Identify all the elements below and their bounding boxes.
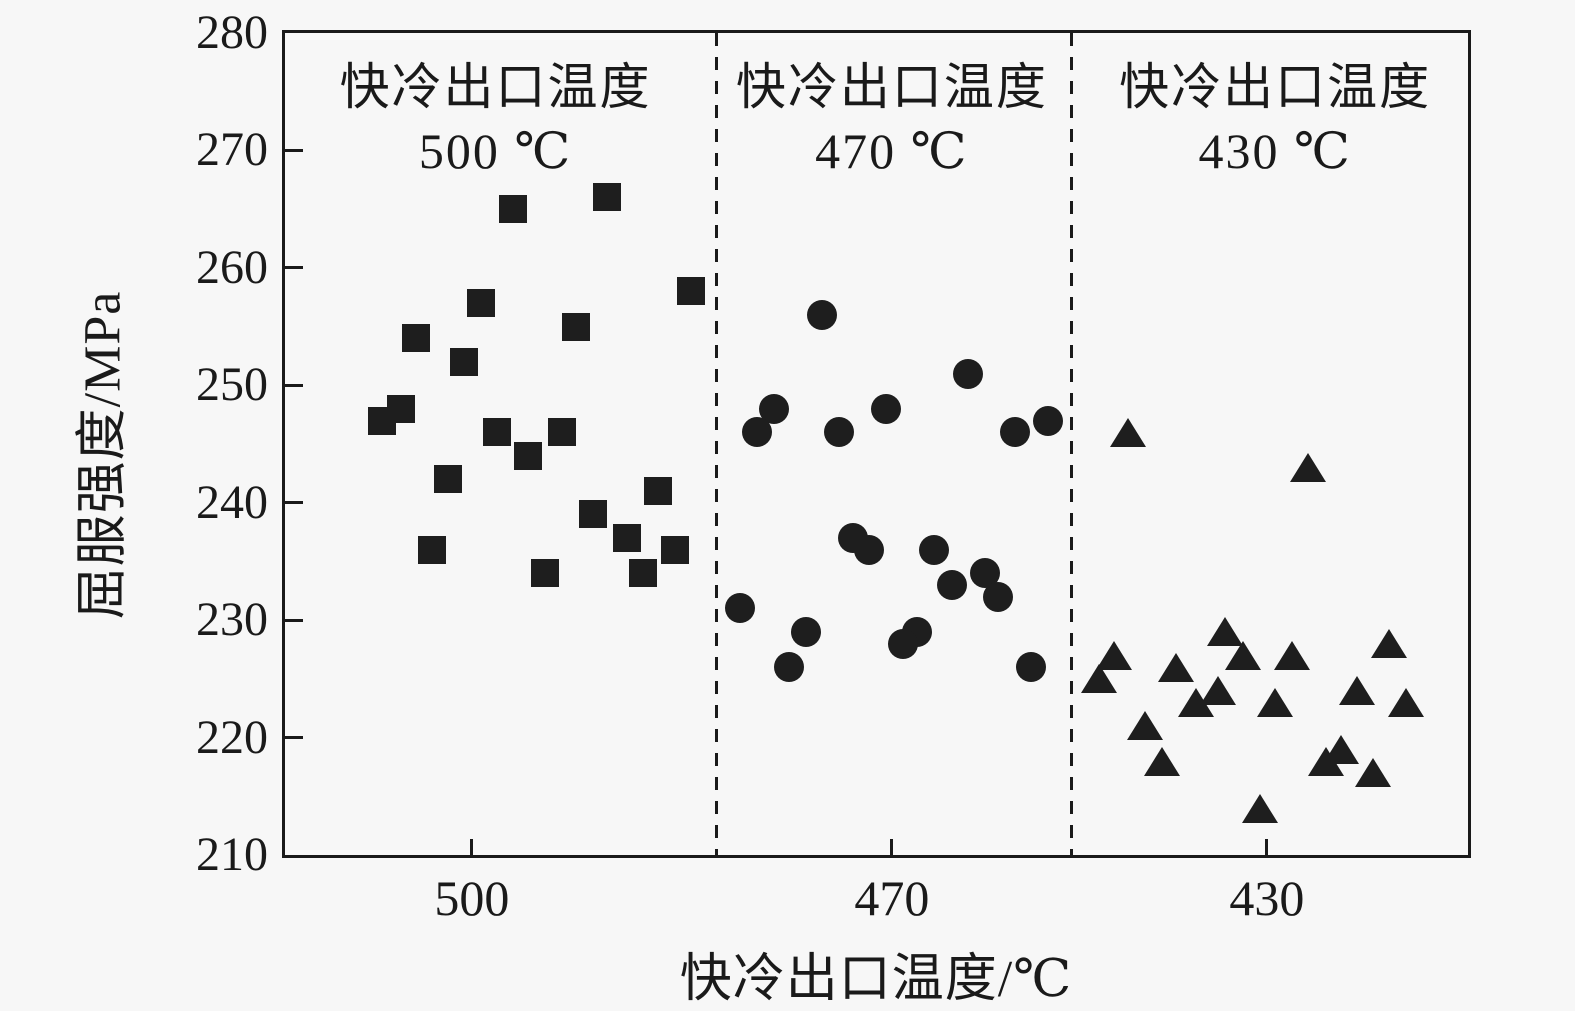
y-tick-mark	[285, 383, 303, 387]
data-point-square	[417, 535, 446, 564]
data-point-circle	[1016, 652, 1047, 683]
data-point-square	[402, 324, 431, 353]
data-point-triangle	[1338, 676, 1375, 706]
x-tick-label: 470	[854, 870, 930, 926]
y-tick-mark	[285, 148, 303, 152]
data-point-triangle	[1241, 793, 1278, 823]
data-point-square	[499, 195, 528, 224]
x-tick-mark	[470, 839, 474, 855]
data-point-triangle	[1355, 758, 1392, 788]
data-point-triangle	[1110, 417, 1147, 447]
region-title-line2: 470 ℃	[815, 123, 969, 179]
y-tick-label: 210	[196, 828, 268, 881]
data-point-triangle	[1290, 452, 1327, 482]
data-point-circle	[870, 393, 901, 424]
data-point-square	[434, 465, 463, 494]
data-point-circle	[937, 569, 968, 600]
data-point-triangle	[1225, 640, 1262, 670]
y-tick-mark	[285, 736, 303, 740]
data-point-triangle	[1143, 746, 1180, 776]
y-axis-title: 屈服强度/MPa	[74, 290, 132, 620]
region-title: 快冷出口温度 500 ℃	[340, 55, 652, 183]
region-title: 快冷出口温度 430 ℃	[1119, 55, 1431, 183]
data-point-triangle	[1308, 746, 1345, 776]
data-point-square	[482, 418, 511, 447]
y-tick-mark	[285, 266, 303, 270]
data-point-square	[661, 535, 690, 564]
y-tick-label: 250	[196, 358, 268, 412]
data-point-circle	[999, 417, 1030, 448]
data-point-circle	[854, 534, 885, 565]
data-point-square	[531, 559, 560, 588]
data-point-triangle	[1157, 652, 1194, 682]
y-tick-label: 220	[196, 710, 268, 764]
data-point-square	[629, 559, 658, 588]
data-point-circle	[742, 417, 773, 448]
region-divider	[1070, 33, 1074, 855]
data-point-triangle	[1273, 640, 1310, 670]
data-point-circle	[983, 581, 1014, 612]
region-title: 快冷出口温度 470 ℃	[736, 55, 1048, 183]
data-point-triangle	[1080, 664, 1117, 694]
data-point-square	[612, 523, 641, 552]
data-point-circle	[919, 534, 950, 565]
y-tick-label: 280	[196, 6, 268, 59]
data-point-triangle	[1257, 687, 1294, 717]
region-title-line2: 500 ℃	[418, 123, 573, 179]
region-title-line1: 快冷出口温度	[735, 59, 1048, 115]
data-point-triangle	[1177, 687, 1214, 717]
data-point-square	[676, 277, 705, 306]
data-point-circle	[952, 358, 983, 389]
data-point-circle	[823, 417, 854, 448]
y-tick-label: 260	[196, 240, 268, 294]
data-point-square	[643, 476, 672, 505]
data-point-triangle	[1388, 687, 1425, 717]
region-title-line1: 快冷出口温度	[1119, 59, 1432, 115]
x-tick-mark	[890, 839, 894, 855]
data-point-square	[513, 441, 542, 470]
data-point-square	[562, 312, 591, 341]
data-point-circle	[725, 593, 756, 624]
region-title-line2: 430 ℃	[1198, 123, 1352, 179]
data-point-circle	[790, 616, 821, 647]
data-point-circle	[773, 652, 804, 683]
plot-area: 快冷出口温度 500 ℃ 快冷出口温度 470 ℃ 快冷出口温度 430 ℃	[282, 30, 1471, 858]
data-point-square	[578, 500, 607, 529]
y-tick-label: 240	[196, 475, 268, 529]
data-point-square	[467, 289, 496, 318]
y-tick-mark	[285, 501, 303, 505]
data-point-circle	[887, 628, 918, 659]
x-axis-title: 快冷出口温度/℃	[679, 951, 1073, 1008]
y-tick-label: 270	[196, 123, 268, 177]
data-point-triangle	[1127, 711, 1164, 741]
data-point-square	[368, 406, 396, 435]
data-point-square	[592, 183, 621, 212]
x-tick-label: 430	[1229, 870, 1305, 926]
data-point-circle	[1033, 405, 1064, 436]
region-title-line1: 快冷出口温度	[339, 59, 652, 115]
data-point-circle	[807, 299, 838, 330]
y-tick-label: 230	[196, 593, 268, 647]
y-tick-mark	[285, 618, 303, 622]
region-divider	[715, 33, 719, 855]
data-point-square	[547, 418, 576, 447]
x-tick-label: 500	[434, 870, 510, 926]
data-point-triangle	[1370, 629, 1407, 659]
x-tick-mark	[1265, 839, 1269, 855]
data-point-square	[449, 347, 478, 376]
